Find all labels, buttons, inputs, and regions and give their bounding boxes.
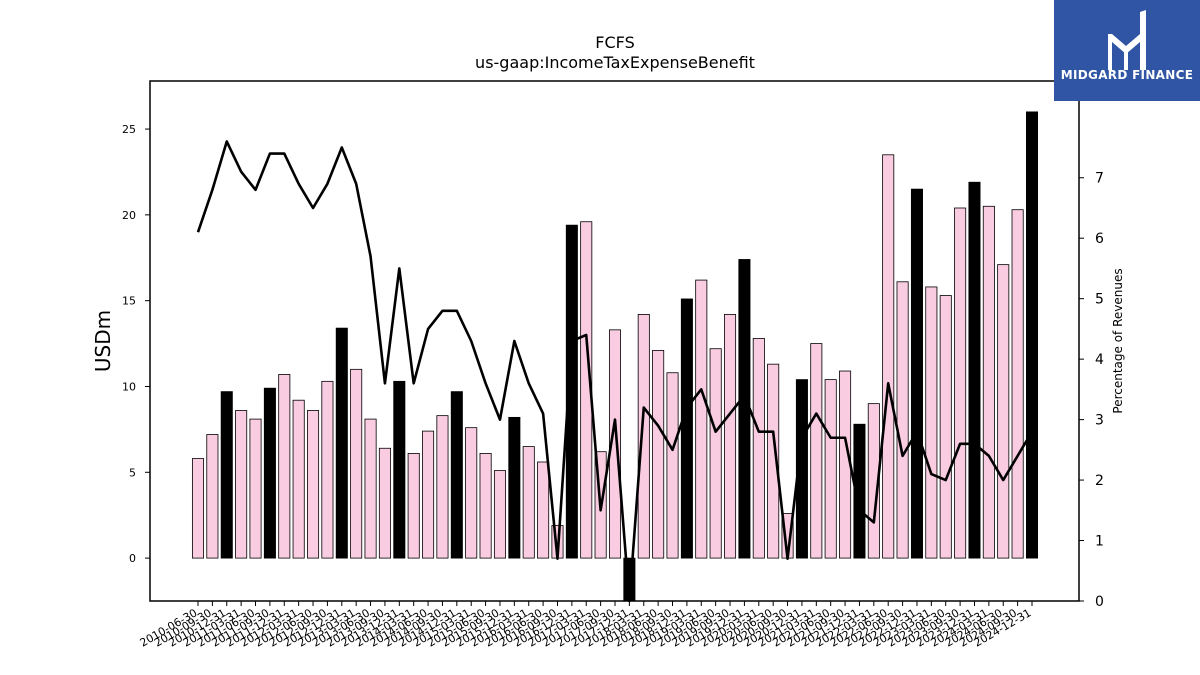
bar-2011-09-30 <box>263 387 276 559</box>
bar-2012-12-31 <box>335 327 348 559</box>
bar-2014-06-30 <box>422 430 435 559</box>
y-axis-right: 0 1 2 3 4 5 6 7 <box>1079 171 1104 610</box>
bar-2014-12-31 <box>450 391 463 559</box>
y-tick-label-15: 15 <box>122 295 136 308</box>
bar-2023-06-30 <box>939 295 952 559</box>
y-tick-label-25: 25 <box>122 123 136 136</box>
y-tick-label-0: 0 <box>129 552 136 565</box>
bar-2020-06-30 <box>767 363 780 559</box>
brand-logo: MIDGARD FINANCE <box>1054 0 1200 101</box>
y2-tick-label-0: 0 <box>1095 594 1104 610</box>
y-tick-label-5: 5 <box>129 466 136 479</box>
bar-2016-12-31 <box>565 224 578 559</box>
bar-2022-12-31 <box>910 188 923 559</box>
bar-2011-12-31 <box>278 374 291 559</box>
bar-2012-03-31 <box>292 399 305 559</box>
bar-2020-03-31 <box>752 338 765 559</box>
bar-2012-09-30 <box>321 380 334 559</box>
bar-2013-12-31 <box>393 380 406 559</box>
y2-tick-label-2: 2 <box>1095 473 1104 489</box>
y-axis-left: 0 5 10 15 20 25 <box>122 123 150 565</box>
y2-tick-label-6: 6 <box>1095 231 1104 247</box>
bar-2021-03-31 <box>810 343 823 559</box>
y2-tick-label-5: 5 <box>1095 292 1104 308</box>
bar-2023-12-31 <box>968 181 981 559</box>
bar-2018-12-31 <box>680 298 693 559</box>
bar-2010-06-30 <box>191 458 205 559</box>
bar-2011-03-31 <box>235 410 248 559</box>
y2-tick-label-3: 3 <box>1095 413 1104 429</box>
bar-2010-12-31 <box>220 391 233 559</box>
y2-tick-label-7: 7 <box>1095 171 1104 187</box>
bar-2015-03-31 <box>465 427 478 559</box>
bar-2015-06-30 <box>479 453 492 559</box>
bar-2022-09-30 <box>896 281 909 559</box>
bar-2021-09-30 <box>839 370 852 559</box>
bar-2013-06-30 <box>364 418 377 559</box>
bar-2023-03-31 <box>925 286 938 559</box>
bar-2024-06-30 <box>997 264 1010 559</box>
y2-axis-label: Percentage of Revenues <box>1111 268 1125 413</box>
bar-2024-09-30 <box>1011 209 1024 559</box>
y2-tick-label-1: 1 <box>1095 534 1104 550</box>
bar-2022-06-30 <box>882 154 895 559</box>
bar-2010-09-30 <box>206 434 219 559</box>
bar-2015-09-30 <box>493 470 506 559</box>
y-tick-label-10: 10 <box>122 380 136 393</box>
bar-2013-03-31 <box>350 368 363 559</box>
bar-2023-09-30 <box>954 207 967 559</box>
bar-2015-12-31 <box>508 416 521 559</box>
percentage-line <box>196 140 1034 603</box>
chart-subtitle: us-gaap:IncomeTaxExpenseBenefit <box>475 53 755 72</box>
bar-2017-09-30 <box>608 329 622 559</box>
bar-2021-12-31 <box>853 423 866 559</box>
bar-2018-03-31 <box>637 313 650 559</box>
bar-2014-03-31 <box>407 453 420 559</box>
bar-2024-03-31 <box>982 205 995 559</box>
line-group <box>196 140 1034 603</box>
bar-2018-06-30 <box>652 350 665 559</box>
y2-tick-label-4: 4 <box>1095 352 1104 368</box>
bar-2016-06-30 <box>537 461 550 559</box>
x-axis: 2010-06-302010-09-302010-12-312011-03-31… <box>138 601 1034 650</box>
bar-2011-06-30 <box>249 418 262 559</box>
bar-2013-09-30 <box>378 447 391 559</box>
y-tick-label-20: 20 <box>122 209 136 222</box>
bar-2016-03-31 <box>522 446 535 559</box>
bar-group <box>191 111 1039 602</box>
bar-2020-12-31 <box>795 379 808 559</box>
bar-2019-03-31 <box>695 279 708 559</box>
bar-2012-06-30 <box>307 410 320 559</box>
bar-2022-03-31 <box>867 403 880 559</box>
chart-title: FCFS <box>595 33 634 52</box>
bar-2018-09-30 <box>666 372 679 559</box>
y-axis-label: USDm <box>91 310 115 372</box>
bar-2019-09-30 <box>724 313 737 559</box>
bar-2021-06-30 <box>824 379 837 559</box>
logo-mark-icon <box>1108 10 1146 70</box>
bar-2014-09-30 <box>436 415 449 559</box>
logo-text: MIDGARD FINANCE <box>1060 68 1194 82</box>
bar-2019-06-30 <box>709 348 722 559</box>
bar-2024-12-31 <box>1025 111 1039 559</box>
